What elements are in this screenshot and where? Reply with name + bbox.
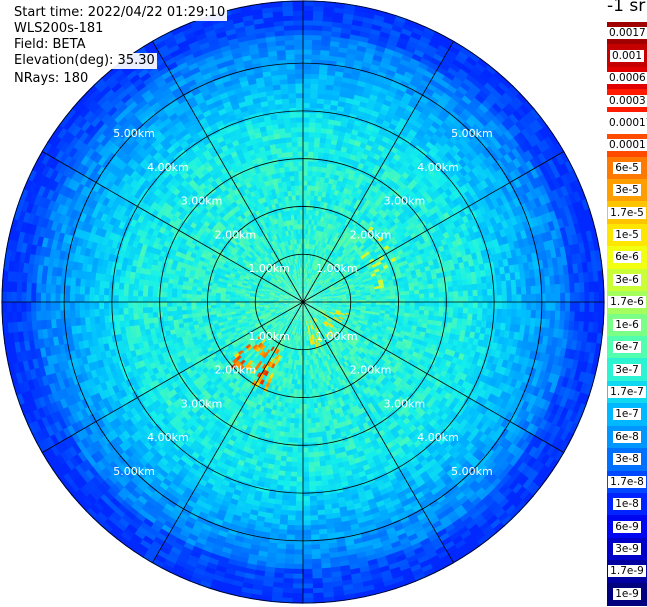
colorbar-label: 6e-5 — [607, 161, 647, 174]
azimuth-spoke — [302, 301, 564, 453]
ring-label: 1.00km — [316, 330, 358, 343]
azimuth-spoke — [42, 151, 304, 303]
colorbar-label: 1.7e-7 — [607, 386, 647, 398]
colorbar-label: 3e-9 — [607, 542, 647, 555]
azimuth-spoke — [302, 151, 564, 303]
colorbar-label: 0.0006 — [607, 72, 647, 85]
colorbar-label: 0.0003 — [607, 94, 647, 107]
ring-label: 3.00km — [384, 397, 426, 410]
colorbar-label: 3e-8 — [607, 453, 647, 466]
ring-label: 1.00km — [316, 262, 358, 275]
ring-label: 5.00km — [451, 465, 493, 478]
ring-label: 2.00km — [350, 228, 392, 241]
colorbar-label: 1e-7 — [607, 408, 647, 421]
colorbar-label: 1.7e-9 — [607, 565, 647, 578]
colorbar-label: 6e-9 — [607, 520, 647, 533]
azimuth-spoke — [302, 41, 454, 303]
colorbar-label: 3e-6 — [607, 273, 647, 286]
ring-label: 5.00km — [113, 127, 155, 140]
colorbar-label: 6e-6 — [607, 251, 647, 264]
ring-label: 4.00km — [147, 431, 189, 444]
instrument-label: WLS200s-181 — [12, 21, 106, 37]
nrays-label: NRays: 180 — [12, 71, 91, 87]
colorbar-label: 1e-6 — [607, 318, 647, 331]
colorbar-label: 1e-9 — [607, 587, 647, 600]
ring-label: 3.00km — [384, 195, 426, 208]
ring-label: 3.00km — [181, 397, 223, 410]
ring-label: 3.00km — [181, 195, 223, 208]
colorbar-label: 1e-8 — [607, 498, 647, 511]
elevation-label: Elevation(deg): 35.30 — [12, 53, 157, 69]
ring-label: 1.00km — [248, 330, 290, 343]
azimuth-spoke — [152, 301, 304, 563]
colorbar-label: 1.7e-6 — [607, 296, 647, 309]
ring-label: 4.00km — [417, 161, 459, 174]
colorbar-label: 1.7e-5 — [607, 206, 647, 219]
azimuth-spoke — [152, 41, 304, 303]
ring-label: 5.00km — [451, 127, 493, 140]
colorbar-label: 3e-7 — [607, 363, 647, 376]
colorbar-label: 1e-5 — [607, 229, 647, 241]
colorbar-label: 0.001 — [607, 49, 647, 62]
colorbar-label: 1.7e-8 — [607, 475, 647, 488]
colorbar-label: 6e-8 — [607, 430, 647, 443]
ring-label: 2.00km — [215, 364, 257, 377]
ppi-plot: 1.00km 1.00km 1.00km 1.00km 2.00km 2.00km 2.00… — [1, 0, 605, 604]
colorbar-units: -1 sr — [607, 0, 645, 16]
ring-label: 4.00km — [417, 431, 459, 444]
colorbar-label: 6e-7 — [607, 341, 647, 354]
start-time-label: Start time: 2022/04/22 01:29:10 — [12, 5, 228, 21]
ring-label: 1.00km — [248, 262, 290, 275]
azimuth-spoke — [302, 301, 454, 563]
colorbar-label: 0.0001 — [607, 139, 647, 152]
colorbar-label: 0.00017 — [607, 116, 647, 129]
ring-label: 2.00km — [350, 364, 392, 377]
ring-label: 5.00km — [113, 465, 155, 478]
colorbar-label: 3e-5 — [607, 184, 647, 197]
ring-label: 4.00km — [147, 161, 189, 174]
ring-label: 2.00km — [215, 228, 257, 241]
field-label: Field: BETA — [12, 37, 88, 53]
azimuth-spoke — [42, 301, 304, 453]
colorbar-label: 0.0017 — [607, 27, 647, 40]
